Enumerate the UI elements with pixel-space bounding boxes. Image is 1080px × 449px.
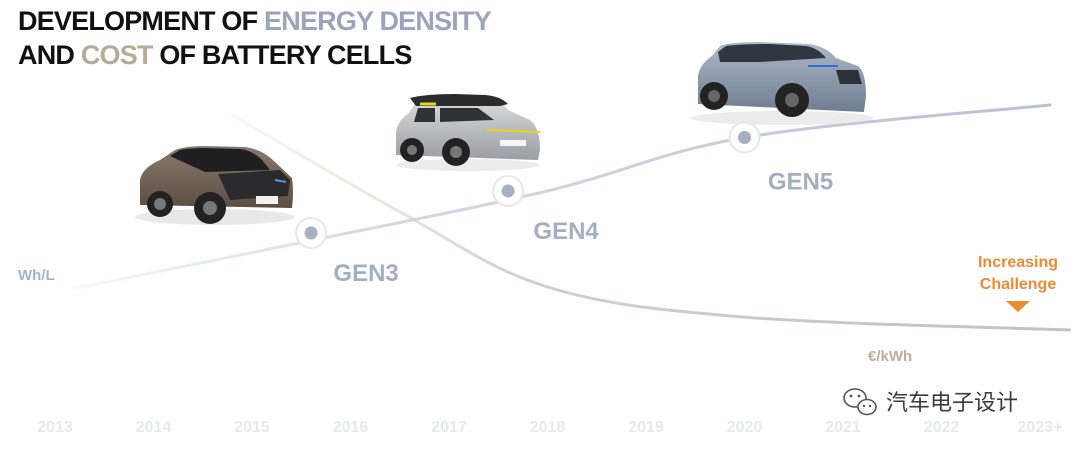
x-tick-2020: 2020	[727, 419, 763, 436]
watermark-text: 汽车电子设计	[886, 391, 1018, 416]
challenge-line-2: Challenge	[980, 276, 1057, 293]
milestone-label-gen5: GEN5	[768, 168, 833, 195]
x-tick-2015: 2015	[234, 419, 270, 436]
milestone-label-gen4: GEN4	[533, 218, 599, 245]
page-title: DEVELOPMENT OF ENERGY DENSITY AND COST O…	[18, 4, 492, 72]
milestone-dot-gen5	[738, 130, 751, 144]
cost-line	[230, 113, 1072, 332]
wechat-icon	[843, 388, 877, 416]
title-and: AND	[18, 40, 81, 70]
car-gen4-image	[396, 94, 541, 171]
x-tick-2021: 2021	[825, 419, 861, 436]
title-line1: DEVELOPMENT OF ENERGY DENSITY	[18, 6, 492, 36]
x-axis-ticks: 2013 2014 2015 2016 2017 2018 2019 2020 2021 2022…	[37, 419, 1062, 436]
x-tick-2013: 2013	[37, 419, 73, 436]
title-energy-density: ENERGY DENSITY	[264, 6, 492, 36]
increasing-challenge-annotation: Increasing Challenge	[978, 254, 1058, 312]
x-tick-2023plus: 2023+	[1018, 419, 1063, 436]
challenge-line-1: Increasing	[978, 254, 1058, 271]
energy-unit-label: Wh/L	[18, 267, 55, 284]
car-gen5-image	[690, 42, 874, 125]
watermark: 汽车电子设计	[843, 388, 1018, 416]
title-prefix: DEVELOPMENT OF	[18, 6, 265, 36]
title-cost: COST	[80, 40, 154, 70]
title-suffix: OF BATTERY CELLS	[152, 40, 412, 70]
milestone-dot-gen3	[304, 226, 318, 240]
challenge-arrow-icon	[1006, 301, 1030, 312]
title-line2: AND COST OF BATTERY CELLS	[18, 40, 412, 70]
x-tick-2019: 2019	[628, 419, 664, 436]
milestone-dot-gen4	[501, 184, 515, 198]
milestones: GEN3 GEN4 GEN5	[295, 121, 833, 287]
x-tick-2014: 2014	[136, 419, 172, 436]
energy-density-line	[73, 103, 1052, 290]
x-tick-2016: 2016	[333, 419, 369, 436]
car-gen3-image	[135, 146, 295, 225]
x-tick-2022: 2022	[924, 419, 960, 436]
milestone-label-gen3: GEN3	[333, 260, 398, 287]
x-tick-2018: 2018	[530, 419, 566, 436]
x-tick-2017: 2017	[431, 419, 467, 436]
cost-unit-label: €/kWh	[868, 348, 912, 365]
